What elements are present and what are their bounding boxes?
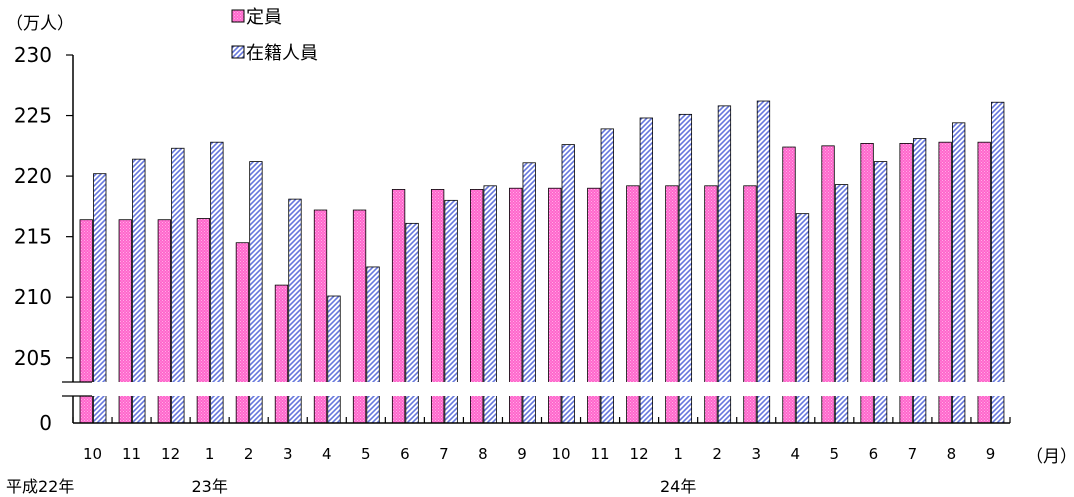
x-tick-label: 7 xyxy=(908,445,918,463)
legend-swatch-zaiseki xyxy=(231,45,245,59)
x-tick-label: 9 xyxy=(517,445,527,463)
bar-zaiseki xyxy=(756,100,771,424)
bar-teiin xyxy=(938,141,952,424)
x-axis-ticks xyxy=(72,417,1011,423)
year-label: 24年 xyxy=(660,477,696,496)
x-tick-label: 7 xyxy=(439,445,449,463)
x-tick-label: 3 xyxy=(283,445,293,463)
y-tick-label: 230 xyxy=(14,43,52,67)
year-labels: 平成22年 23年 24年 xyxy=(6,477,696,496)
x-axis-labels: 10 11 12 1 2 3 4 5 6 7 8 9 10 11 12 1 2 3 4 5 6 7 8 9 xyxy=(83,445,995,463)
year-label: 23年 xyxy=(191,477,227,496)
x-tick-label: 3 xyxy=(751,445,761,463)
bar-zaiseki xyxy=(366,266,380,424)
y-axis-labels: 0 205 210 215 220 225 230 xyxy=(14,43,52,435)
legend-label-zaiseki: 在籍人員 xyxy=(246,43,318,64)
y-tick-label: 205 xyxy=(14,346,52,370)
year-label: 平成22年 xyxy=(6,477,74,496)
x-axis-unit: （月） xyxy=(1026,447,1074,467)
legend-swatch-teiin xyxy=(231,9,245,23)
bar-teiin xyxy=(821,145,835,424)
x-tick-label: 4 xyxy=(322,445,332,463)
bar-teiin xyxy=(899,143,913,424)
bar-zaiseki xyxy=(171,147,185,424)
y-tick-label: 0 xyxy=(39,411,52,435)
x-tick-label: 8 xyxy=(947,445,957,463)
x-tick-label: 10 xyxy=(83,445,102,463)
x-tick-label: 9 xyxy=(986,445,996,463)
y-tick-label: 210 xyxy=(14,285,52,309)
legend-label-teiin: 定員 xyxy=(246,7,282,28)
x-tick-label: 4 xyxy=(790,445,800,463)
bar-zaiseki xyxy=(327,295,341,424)
bars xyxy=(79,100,1005,424)
x-tick-label: 10 xyxy=(551,445,570,463)
y-tick-label: 225 xyxy=(14,104,52,128)
x-tick-label: 6 xyxy=(400,445,410,463)
bar-zaiseki xyxy=(639,117,653,424)
x-tick-label: 8 xyxy=(478,445,488,463)
x-tick-label: 1 xyxy=(205,445,215,463)
bar-zaiseki xyxy=(912,138,927,424)
legend: 定員 在籍人員 xyxy=(231,7,318,64)
bar-teiin xyxy=(860,143,874,424)
axis-break-gap xyxy=(62,382,1032,396)
bar-zaiseki xyxy=(678,113,693,424)
x-tick-label: 11 xyxy=(591,445,610,463)
bar-teiin xyxy=(274,284,289,424)
x-tick-label: 12 xyxy=(161,445,180,463)
x-tick-label: 12 xyxy=(630,445,649,463)
bar-zaiseki xyxy=(210,141,224,424)
bar-zaiseki xyxy=(561,144,575,424)
bar-zaiseki xyxy=(952,122,966,424)
y-tick-label: 220 xyxy=(14,164,52,188)
y-axis-unit: （万人） xyxy=(6,14,74,34)
bar-zaiseki xyxy=(600,128,614,424)
x-tick-label: 2 xyxy=(712,445,722,463)
bar-teiin xyxy=(977,141,991,424)
x-tick-label: 6 xyxy=(869,445,879,463)
y-tick-label: 215 xyxy=(14,225,52,249)
bar-zaiseki xyxy=(991,101,1005,424)
x-tick-label: 5 xyxy=(361,445,371,463)
x-tick-label: 11 xyxy=(122,445,141,463)
x-tick-label: 5 xyxy=(830,445,840,463)
x-tick-label: 2 xyxy=(244,445,254,463)
y-axis-ticks xyxy=(66,54,73,359)
bar-teiin xyxy=(782,146,796,424)
bar-zaiseki xyxy=(717,105,732,424)
x-tick-label: 1 xyxy=(673,445,683,463)
